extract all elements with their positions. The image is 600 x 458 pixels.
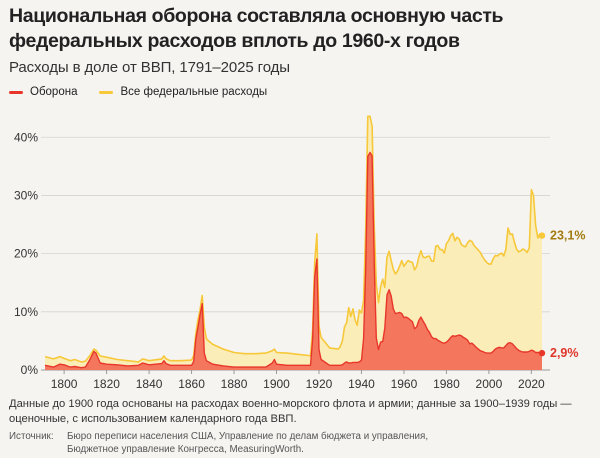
y-tick-label-30: 30% xyxy=(14,188,38,202)
end-labels: 23,1% 2,9% xyxy=(538,229,585,360)
chart-plot: 0%10%20%30%40% 1800 1820 1840 1860 1880 1900 1… xyxy=(14,115,585,390)
area-total-spending xyxy=(45,116,542,370)
x-tick-label-1860: 1860 xyxy=(178,377,205,390)
chart-title: Национальная оборона составляла основную… xyxy=(9,5,504,52)
area-layer xyxy=(45,116,542,370)
footnote: Данные до 1900 года основаны на расходах… xyxy=(9,398,572,425)
x-tick-label-1900: 1900 xyxy=(263,377,290,390)
y-tick-label-10: 10% xyxy=(14,305,38,319)
end-label-total: 23,1% xyxy=(550,229,585,243)
x-tick-label-1820: 1820 xyxy=(93,377,120,390)
legend-label-total: Все федеральные расходы xyxy=(120,86,268,98)
y-axis: 0% 10% 20% 30% 40% xyxy=(14,130,38,377)
x-tick-label-1980: 1980 xyxy=(433,377,460,390)
x-tick-label-1880: 1880 xyxy=(221,377,248,390)
legend-item-defense: Оборона xyxy=(9,86,77,98)
y-tick-label-0: 0% xyxy=(21,363,39,377)
end-label-defense: 2,9% xyxy=(550,346,579,360)
legend-label-defense: Оборона xyxy=(30,86,78,98)
legend-swatch-defense xyxy=(9,90,23,94)
x-axis: 1800 1820 1840 1860 1880 1900 1920 1940 1960 1980… xyxy=(51,370,545,390)
line-defense xyxy=(44,151,543,369)
x-tick-label-1940: 1940 xyxy=(348,377,375,390)
legend-item-total: Все федеральные расходы xyxy=(99,86,267,98)
x-tick-label-1840: 1840 xyxy=(136,377,163,390)
x-tick-label-2020: 2020 xyxy=(518,377,545,390)
y-tick-label-20: 20% xyxy=(14,247,38,261)
source-line-1: Бюро переписи населения США, Управление … xyxy=(67,431,429,442)
legend-swatch-total xyxy=(99,90,114,94)
chart-subtitle: Расходы в доле от ВВП, 1791–2025 годы xyxy=(9,59,290,76)
x-tick-label-2000: 2000 xyxy=(476,377,503,390)
legend: Оборона Все федеральные расходы xyxy=(9,84,289,100)
end-marker-total xyxy=(538,232,546,239)
line-layer xyxy=(44,115,543,369)
x-tick-label-1920: 1920 xyxy=(306,377,333,390)
source-block: Источник: Бюро переписи населения США, Уп… xyxy=(9,431,594,456)
x-tick-label-1960: 1960 xyxy=(391,377,418,390)
source-line-2: Бюджетное управление Конгресса, Measurin… xyxy=(67,443,304,455)
y-tick-label-40: 40% xyxy=(14,130,38,144)
source-label: Источник: xyxy=(9,431,54,442)
end-marker-defense xyxy=(538,349,546,357)
x-tick-label-1800: 1800 xyxy=(51,377,78,390)
